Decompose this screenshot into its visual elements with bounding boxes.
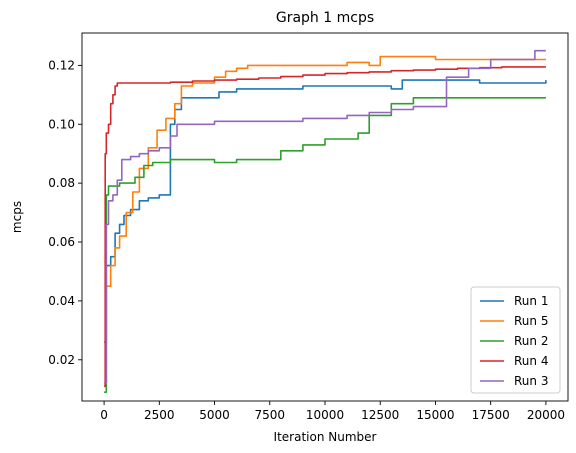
series-line-3 bbox=[104, 97, 546, 393]
legend-label-2: Run 5 bbox=[514, 314, 548, 328]
y-tick-label-1: 0.04 bbox=[48, 294, 75, 308]
y-tick-label-5: 0.12 bbox=[48, 58, 75, 72]
chart-title: Graph 1 mcps bbox=[276, 10, 374, 26]
x-axis-label: Iteration Number bbox=[274, 430, 377, 444]
legend-label-1: Run 1 bbox=[514, 294, 548, 308]
series-line-4 bbox=[104, 66, 546, 388]
x-tick-label-3: 7500 bbox=[254, 408, 285, 422]
x-tick-label-0: 0 bbox=[100, 408, 108, 422]
x-tick-label-2: 5000 bbox=[199, 408, 230, 422]
series-line-1 bbox=[104, 79, 547, 343]
y-tick-label-0: 0.02 bbox=[48, 353, 75, 367]
x-tick-label-7: 17500 bbox=[472, 408, 510, 422]
x-tick-label-8: 20000 bbox=[527, 408, 565, 422]
x-tick-label-5: 12500 bbox=[361, 408, 399, 422]
x-tick-label-6: 15000 bbox=[416, 408, 454, 422]
x-tick-label-4: 10000 bbox=[306, 408, 344, 422]
legend-label-5: Run 3 bbox=[514, 374, 548, 388]
legend-label-4: Run 4 bbox=[514, 354, 548, 368]
series-line-5 bbox=[104, 49, 546, 385]
y-axis-label: mcps bbox=[10, 201, 24, 233]
y-tick-label-3: 0.08 bbox=[48, 176, 75, 190]
y-tick-label-2: 0.06 bbox=[48, 235, 75, 249]
legend-box bbox=[470, 286, 561, 394]
legend-label-3: Run 2 bbox=[514, 334, 548, 348]
y-tick-label-4: 0.10 bbox=[48, 117, 75, 131]
x-tick-label-1: 2500 bbox=[144, 408, 175, 422]
plot-area: 0 2500 5000 7500 10000 12500 15000 17500 20000 0.… bbox=[48, 32, 569, 422]
series-line-2 bbox=[104, 55, 546, 385]
